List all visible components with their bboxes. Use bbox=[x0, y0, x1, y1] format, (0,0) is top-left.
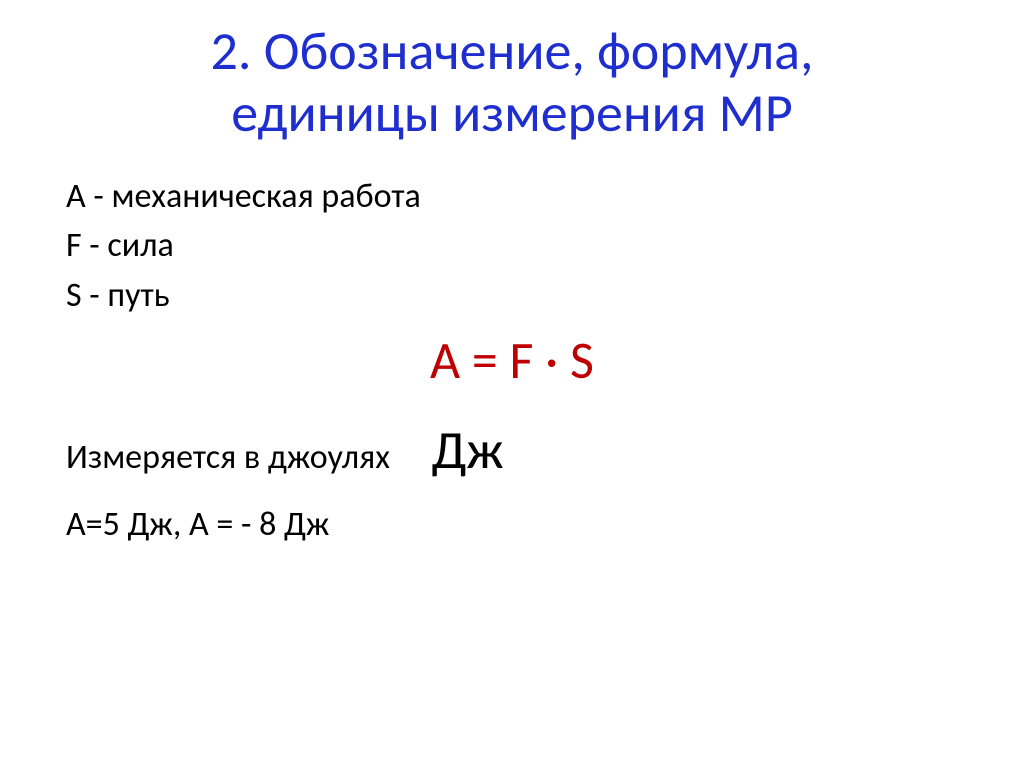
definition-text: сила bbox=[107, 225, 173, 266]
definitions-block: А - механическая работа F - сила S - пут… bbox=[66, 172, 964, 320]
definition-dash: - bbox=[82, 275, 108, 316]
measured-line: Измеряется в джоулях Дж bbox=[66, 410, 964, 491]
title-line-2: единицы измерения МР bbox=[60, 82, 964, 144]
definition-dash: - bbox=[82, 225, 108, 266]
title-line-1: 2. Обозначение, формула, bbox=[60, 20, 964, 82]
definition-symbol: F bbox=[66, 225, 82, 266]
definition-text: путь bbox=[107, 275, 169, 316]
definition-row: F - сила bbox=[66, 221, 964, 270]
definition-row: S - путь bbox=[66, 271, 964, 320]
formula: A = F · S bbox=[60, 328, 964, 392]
definition-text: механическая работа bbox=[111, 176, 420, 217]
definition-row: А - механическая работа bbox=[66, 172, 964, 221]
definition-symbol: А bbox=[66, 176, 86, 217]
slide: 2. Обозначение, формула, единицы измерен… bbox=[0, 0, 1024, 767]
definition-dash: - bbox=[86, 176, 112, 217]
measured-prefix: Измеряется в джоулях bbox=[66, 437, 390, 478]
measured-unit: Дж bbox=[432, 417, 504, 483]
slide-title: 2. Обозначение, формула, единицы измерен… bbox=[60, 20, 964, 144]
definition-symbol: S bbox=[66, 275, 82, 316]
examples-line: А=5 Дж, А = - 8 Дж bbox=[66, 499, 964, 550]
